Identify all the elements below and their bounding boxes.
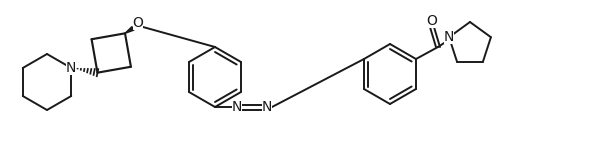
Text: N: N — [232, 100, 242, 114]
Polygon shape — [125, 27, 134, 33]
Text: N: N — [262, 100, 272, 114]
Text: N: N — [66, 61, 76, 75]
Text: N: N — [444, 30, 454, 44]
Text: O: O — [133, 16, 144, 30]
Text: O: O — [427, 14, 438, 28]
